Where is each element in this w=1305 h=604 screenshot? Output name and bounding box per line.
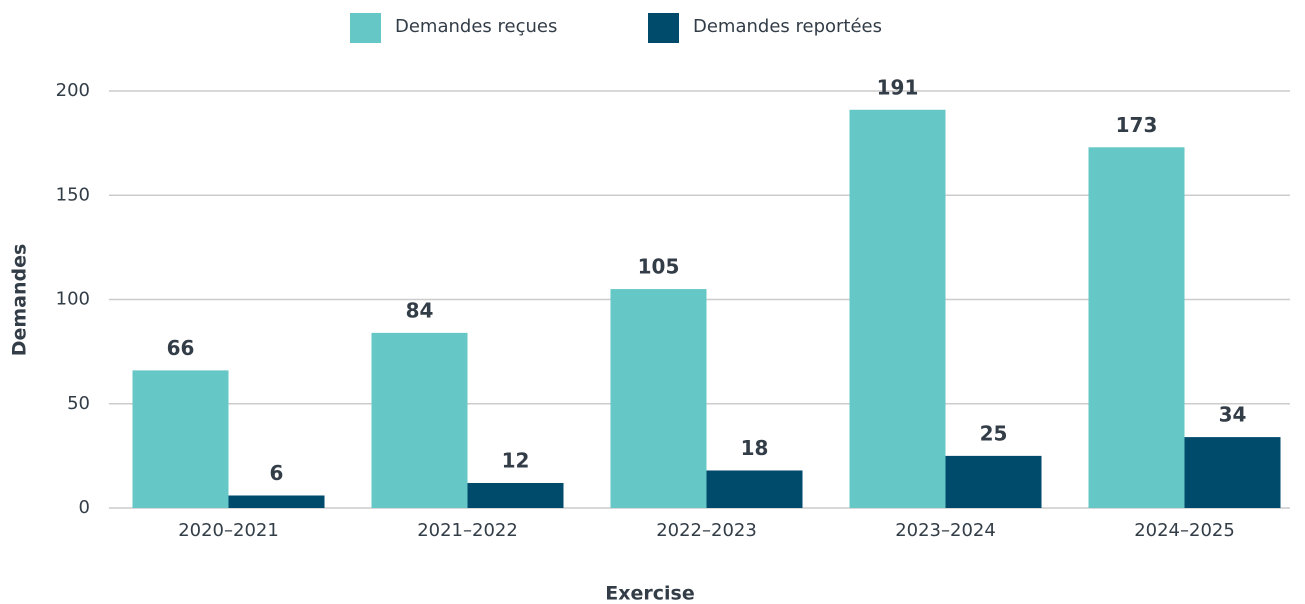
y-axis-title: Demandes [9, 244, 31, 357]
data-label: 173 [1116, 113, 1158, 137]
bar [610, 289, 707, 508]
data-label: 84 [406, 298, 434, 322]
x-tick-label: 2020–2021 [178, 520, 279, 541]
data-label: 66 [167, 336, 195, 360]
bar [228, 495, 325, 508]
y-tick-label: 0 [79, 497, 90, 518]
y-tick-label: 150 [56, 184, 90, 205]
data-label: 12 [502, 448, 530, 472]
data-label: 34 [1219, 403, 1247, 427]
data-label: 25 [980, 421, 1008, 445]
data-label: 105 [638, 255, 680, 279]
bar [1184, 437, 1281, 508]
bar [849, 109, 946, 508]
bar [371, 332, 468, 508]
bar [945, 455, 1042, 508]
x-tick-label: 2024–2025 [1134, 520, 1235, 541]
bar [467, 482, 564, 508]
x-tick-label: 2022–2023 [656, 520, 757, 541]
data-label: 191 [877, 75, 919, 99]
legend-swatch [350, 13, 381, 43]
bar [1088, 147, 1185, 509]
y-tick-label: 50 [67, 393, 90, 414]
x-axis-title: Exercise [605, 583, 694, 604]
legend-label: Demandes reportées [693, 16, 882, 37]
legend-swatch [648, 13, 679, 43]
data-label: 6 [270, 461, 284, 485]
bar [706, 470, 803, 508]
y-tick-label: 200 [56, 80, 90, 101]
x-tick-label: 2023–2024 [895, 520, 996, 541]
bar [132, 370, 229, 508]
legend-label: Demandes reçues [395, 16, 557, 37]
data-label: 18 [741, 436, 769, 460]
x-tick-label: 2021–2022 [417, 520, 518, 541]
y-tick-label: 100 [56, 289, 90, 310]
